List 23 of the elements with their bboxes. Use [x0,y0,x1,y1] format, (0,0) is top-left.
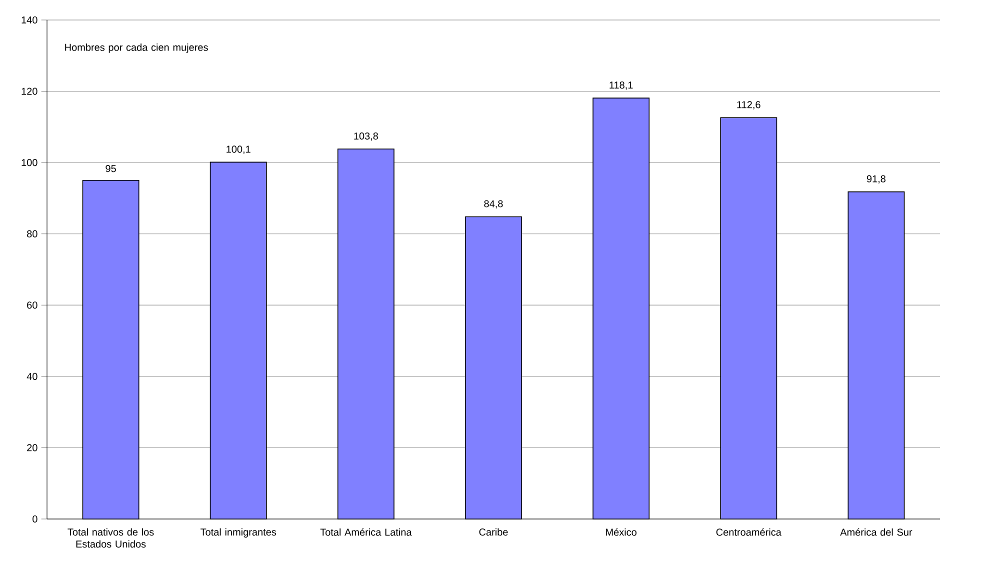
y-tick-label: 120 [22,88,38,95]
x-tick-label: Total América Latina [320,528,412,536]
y-tick-label: 100 [22,159,38,166]
data-label: 100,1 [226,146,250,154]
data-label: 91,8 [866,175,886,184]
x-tick-label: México [606,528,636,536]
y-tick-label: 20 [27,444,38,452]
y-tick-label: 40 [26,372,38,380]
y-tick-label: 0 [32,515,38,523]
y-tick-label: 80 [27,230,38,238]
x-tick-label: Total inmigrantes [200,528,276,538]
data-label: 95 [106,165,116,172]
x-tick-label: Total nativos de los Estados Unidos [68,528,154,548]
data-label: 118,1 [610,82,633,90]
data-label: 112,6 [737,101,760,110]
data-label: 84,8 [484,200,503,208]
annotation: Hombres por cada cien mujeres [65,44,208,53]
data-label: 103,8 [354,132,378,141]
y-tick-label: 140 [22,16,38,24]
x-tick-label: América del Sur [840,528,912,536]
x-tick-label: Caribe [479,528,508,536]
x-tick-label: Centroamérica [716,528,782,536]
y-tick-label: 60 [27,302,38,309]
